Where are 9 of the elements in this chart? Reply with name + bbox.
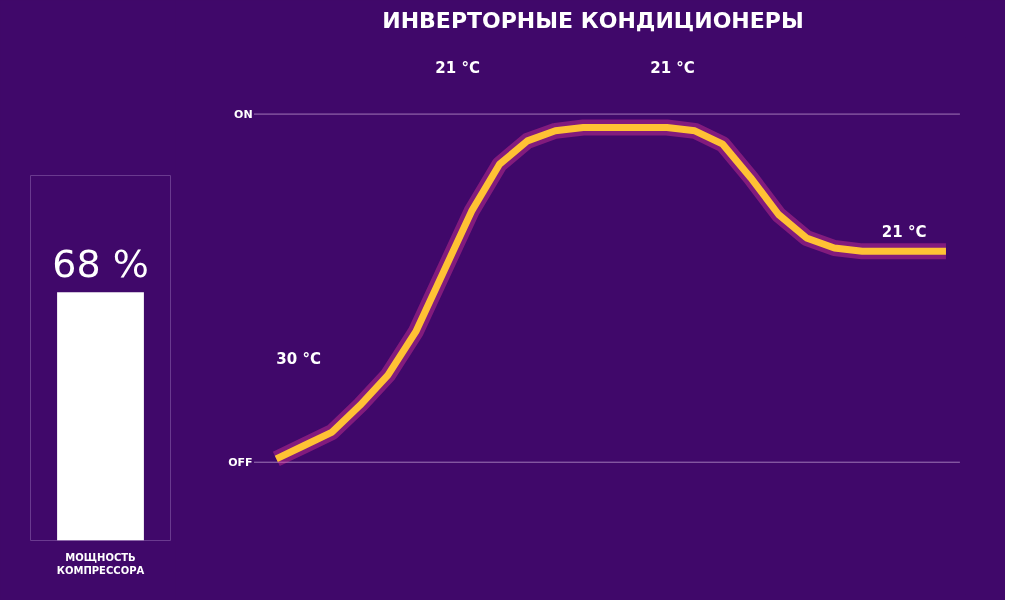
text: 21 °C xyxy=(650,59,695,78)
annotation: 21 °C xyxy=(881,223,927,242)
annotation: 30 °C xyxy=(276,350,321,369)
data-label: 68 % xyxy=(52,242,149,287)
chart-title: ИНВЕРТОРНЫЕ КОНДИЦИОНЕРЫ xyxy=(382,7,804,33)
x-axis-title: МОЩНОСТЬ КОМПРЕССОРА xyxy=(56,551,145,576)
ref-line-label: ON xyxy=(234,107,253,121)
text: 21 °C xyxy=(435,59,480,78)
ref-line-label: OFF xyxy=(228,455,253,469)
